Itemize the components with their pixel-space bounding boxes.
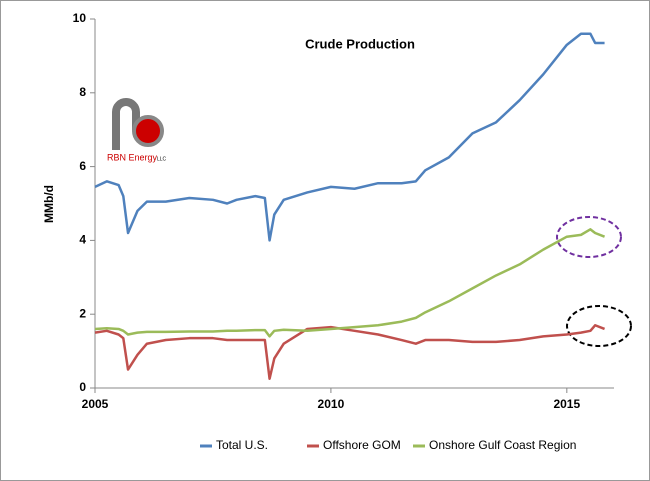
x-tick-label: 2010 xyxy=(318,397,345,411)
logo-circle xyxy=(132,115,164,147)
y-tick-label: 0 xyxy=(79,380,86,394)
highlight-ellipse xyxy=(566,305,632,347)
y-tick-label: 8 xyxy=(79,85,86,99)
y-tick-label: 4 xyxy=(79,233,86,247)
chart-title: Crude Production xyxy=(305,36,415,51)
y-tick-label: 6 xyxy=(79,159,86,173)
logo: RBN Energy LLC xyxy=(107,98,167,162)
series-line xyxy=(94,228,606,338)
logo-suffix: LLC xyxy=(157,156,167,162)
y-tick-label: 10 xyxy=(73,11,87,25)
series-line xyxy=(94,32,605,242)
x-tick-label: 2015 xyxy=(553,397,580,411)
y-tick-label: 2 xyxy=(79,306,86,320)
series-line xyxy=(94,324,606,381)
y-axis-label: MMb/d xyxy=(42,185,56,223)
legend-label: Total U.S. xyxy=(216,438,268,452)
legend-label: Offshore GOM xyxy=(323,438,401,452)
logo-shape xyxy=(112,98,140,150)
x-tick-label: 2005 xyxy=(82,397,109,411)
legend-label: Onshore Gulf Coast Region xyxy=(429,438,576,452)
highlight-ellipse xyxy=(556,216,622,258)
logo-text: RBN Energy xyxy=(107,152,158,162)
